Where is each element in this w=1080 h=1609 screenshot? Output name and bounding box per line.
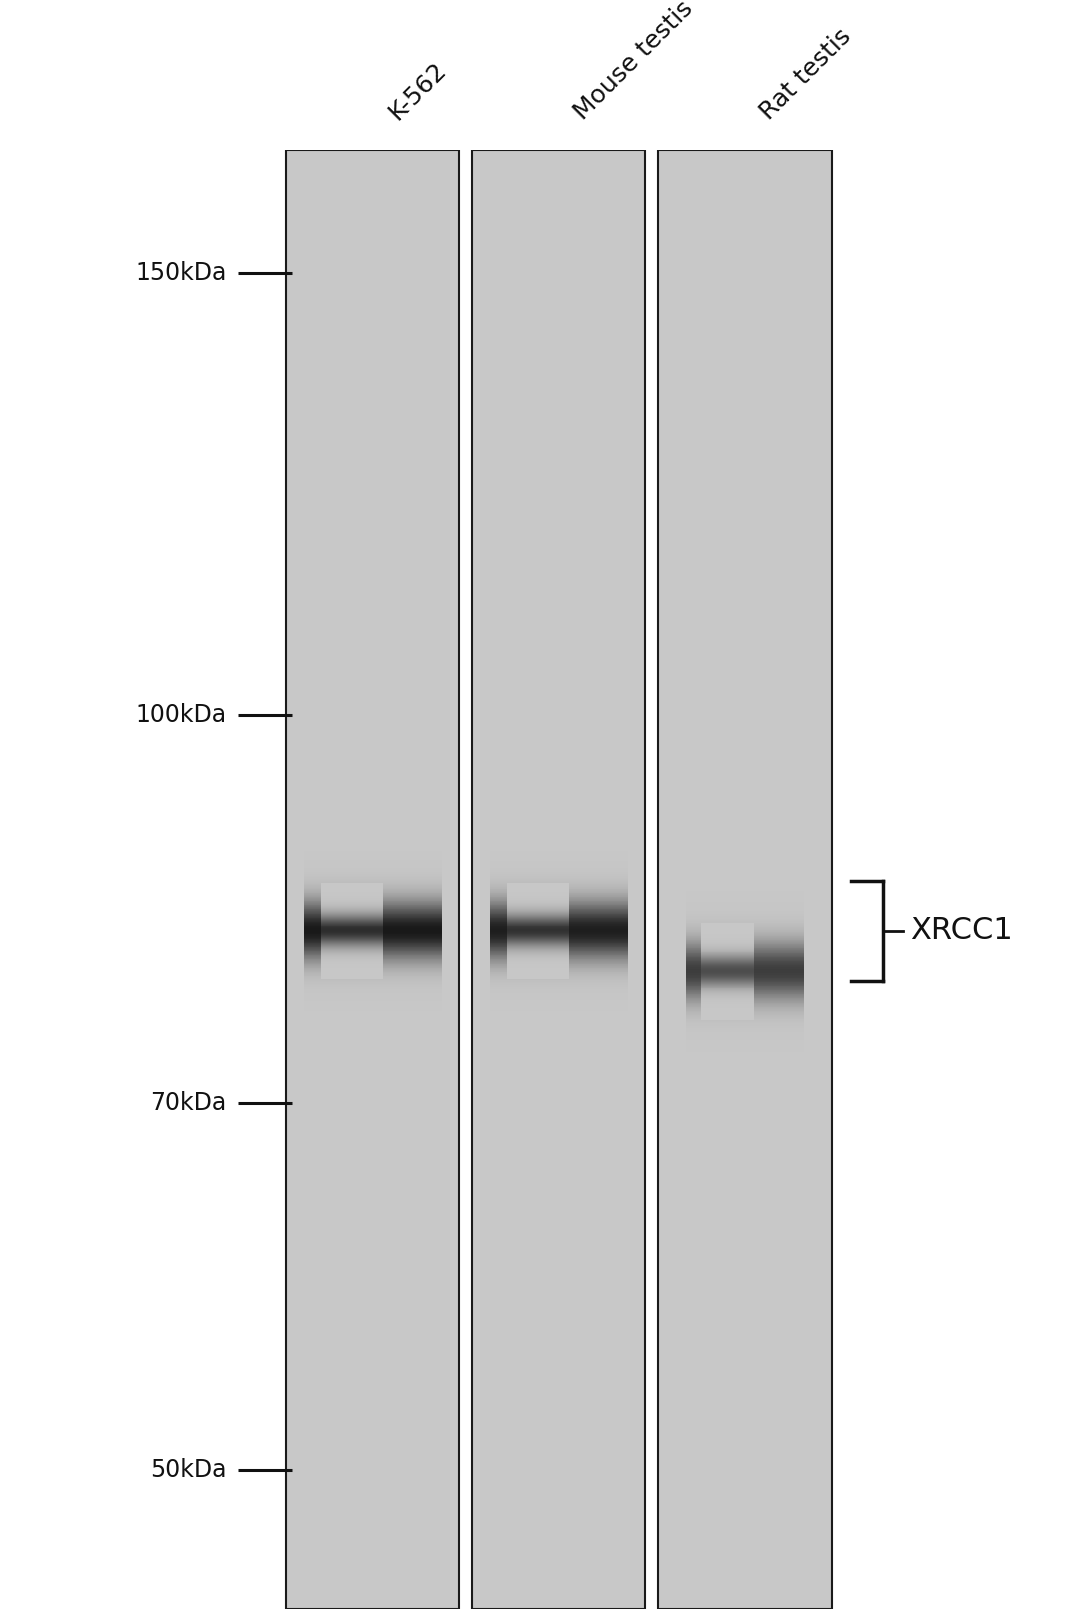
Bar [659,150,832,1609]
Text: 50kDa: 50kDa [150,1458,227,1482]
Text: Mouse testis: Mouse testis [570,0,698,124]
Text: 150kDa: 150kDa [135,261,227,285]
Text: 70kDa: 70kDa [150,1091,227,1115]
Text: Rat testis: Rat testis [756,24,856,124]
Text: 100kDa: 100kDa [136,703,227,727]
Text: XRCC1: XRCC1 [910,917,1013,946]
Bar [472,150,646,1609]
Text: K-562: K-562 [383,58,450,124]
Bar [286,150,459,1609]
